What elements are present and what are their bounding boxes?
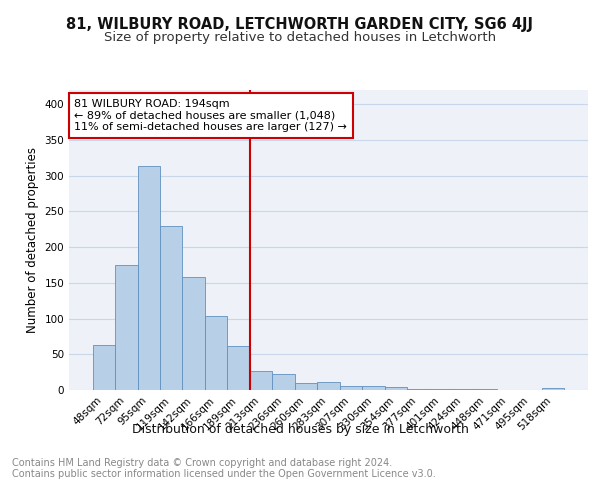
Bar: [272, 374, 295, 390]
Text: Contains HM Land Registry data © Crown copyright and database right 2024.
Contai: Contains HM Land Registry data © Crown c…: [12, 458, 436, 479]
Bar: [250, 370, 272, 390]
Bar: [542, 388, 565, 390]
Bar: [317, 382, 340, 390]
Bar: [407, 388, 430, 390]
Bar: [205, 316, 227, 390]
Text: 81 WILBURY ROAD: 194sqm
← 89% of detached houses are smaller (1,048)
11% of semi: 81 WILBURY ROAD: 194sqm ← 89% of detache…: [74, 99, 347, 132]
Bar: [362, 386, 385, 390]
Text: 81, WILBURY ROAD, LETCHWORTH GARDEN CITY, SG6 4JJ: 81, WILBURY ROAD, LETCHWORTH GARDEN CITY…: [67, 18, 533, 32]
Bar: [160, 226, 182, 390]
Bar: [295, 383, 317, 390]
Text: Distribution of detached houses by size in Letchworth: Distribution of detached houses by size …: [131, 422, 469, 436]
Bar: [227, 346, 250, 390]
Bar: [182, 277, 205, 390]
Text: Size of property relative to detached houses in Letchworth: Size of property relative to detached ho…: [104, 31, 496, 44]
Bar: [385, 387, 407, 390]
Bar: [115, 265, 137, 390]
Bar: [92, 345, 115, 390]
Bar: [340, 386, 362, 390]
Bar: [137, 166, 160, 390]
Y-axis label: Number of detached properties: Number of detached properties: [26, 147, 39, 333]
